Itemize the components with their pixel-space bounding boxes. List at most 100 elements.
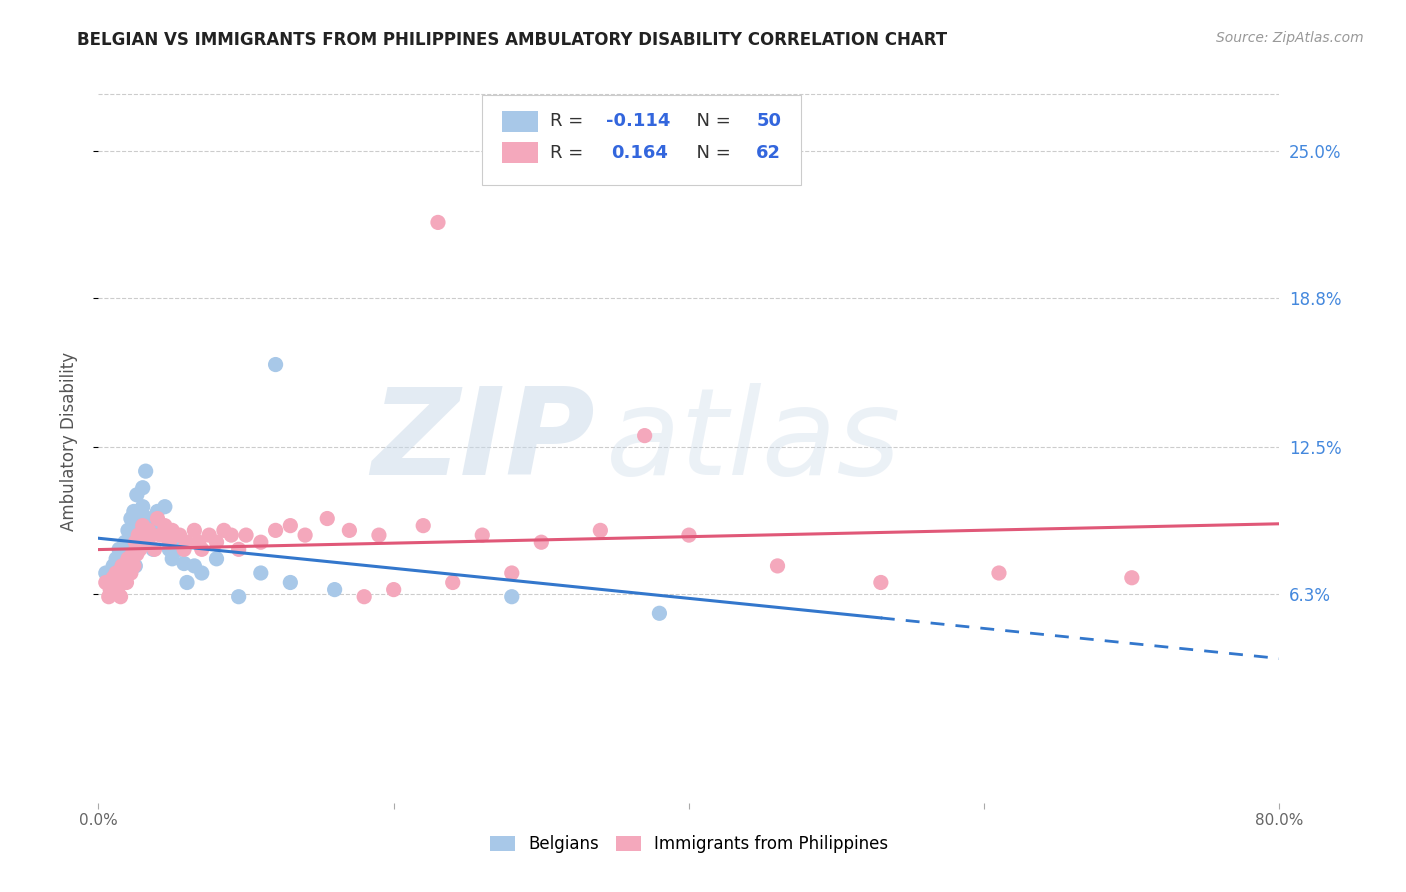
Point: [280, 575, 302, 590]
Point: [141, 528, 163, 542]
Point: [368, 528, 391, 542]
Point: [107, 582, 129, 597]
Point: [105, 566, 128, 580]
Point: [153, 518, 176, 533]
Text: N =: N =: [685, 144, 737, 161]
Point: [146, 511, 169, 525]
Point: [678, 528, 700, 542]
Point: [169, 528, 191, 542]
Legend: Belgians, Immigrants from Philippines: Belgians, Immigrants from Philippines: [484, 828, 894, 860]
Point: [121, 547, 143, 561]
Point: [94, 566, 117, 580]
Point: [501, 590, 523, 604]
Text: atlas: atlas: [606, 383, 901, 500]
Text: 0.164: 0.164: [612, 144, 668, 161]
Point: [122, 558, 145, 573]
Point: [471, 528, 494, 542]
Point: [127, 509, 149, 524]
Point: [169, 542, 191, 557]
Point: [132, 481, 155, 495]
Point: [103, 582, 125, 597]
Point: [110, 590, 132, 604]
Text: 62: 62: [756, 144, 782, 161]
Point: [128, 542, 150, 557]
Point: [125, 547, 148, 561]
Point: [157, 542, 180, 557]
Point: [117, 551, 139, 566]
Point: [127, 528, 149, 542]
Point: [139, 528, 162, 542]
Point: [103, 571, 125, 585]
Point: [766, 558, 789, 573]
Point: [221, 528, 243, 542]
Point: [115, 575, 138, 590]
Point: [138, 524, 160, 538]
Point: [114, 551, 136, 566]
Point: [316, 511, 339, 525]
Bar: [502, 111, 537, 132]
Point: [157, 535, 180, 549]
Point: [124, 558, 146, 573]
Text: -0.114: -0.114: [606, 112, 671, 130]
Y-axis label: Ambulatory Disability: Ambulatory Disability: [59, 352, 77, 531]
Point: [212, 524, 235, 538]
Point: [114, 566, 136, 580]
Point: [153, 500, 176, 514]
Point: [235, 528, 257, 542]
Point: [176, 575, 198, 590]
Point: [1121, 571, 1143, 585]
Point: [441, 575, 464, 590]
Point: [205, 535, 228, 549]
Point: [111, 557, 134, 571]
Text: 50: 50: [756, 112, 782, 130]
Point: [120, 511, 142, 525]
Bar: [502, 142, 537, 163]
Point: [117, 524, 139, 538]
Point: [187, 535, 209, 549]
Point: [183, 558, 205, 573]
Point: [108, 575, 131, 590]
Point: [228, 590, 250, 604]
Text: R =: R =: [550, 144, 589, 161]
Point: [141, 511, 163, 525]
Point: [427, 215, 450, 229]
Point: [149, 528, 172, 542]
Point: [114, 535, 136, 549]
Point: [264, 358, 287, 372]
Point: [143, 542, 166, 557]
Point: [135, 535, 157, 549]
Point: [125, 488, 148, 502]
Point: [105, 551, 128, 566]
Text: Source: ZipAtlas.com: Source: ZipAtlas.com: [1216, 31, 1364, 45]
Point: [173, 542, 195, 557]
Point: [97, 590, 120, 604]
Point: [323, 582, 346, 597]
Point: [146, 504, 169, 518]
Point: [501, 566, 523, 580]
Point: [205, 551, 228, 566]
Point: [128, 535, 150, 549]
Point: [98, 582, 121, 597]
Point: [250, 535, 273, 549]
Point: [165, 528, 187, 542]
Text: BELGIAN VS IMMIGRANTS FROM PHILIPPINES AMBULATORY DISABILITY CORRELATION CHART: BELGIAN VS IMMIGRANTS FROM PHILIPPINES A…: [77, 31, 948, 49]
Point: [353, 590, 375, 604]
Point: [110, 566, 132, 580]
Text: ZIP: ZIP: [371, 383, 595, 500]
Point: [870, 575, 893, 590]
Point: [112, 571, 135, 585]
Point: [110, 575, 132, 590]
Point: [228, 542, 250, 557]
Point: [121, 547, 143, 561]
Point: [120, 528, 142, 542]
Point: [162, 551, 183, 566]
Point: [191, 542, 214, 557]
Point: [988, 566, 1011, 580]
Point: [173, 557, 195, 571]
Point: [124, 535, 146, 549]
Point: [122, 504, 145, 518]
Point: [264, 524, 287, 538]
Point: [98, 575, 121, 590]
Point: [134, 528, 156, 542]
Point: [634, 428, 657, 442]
